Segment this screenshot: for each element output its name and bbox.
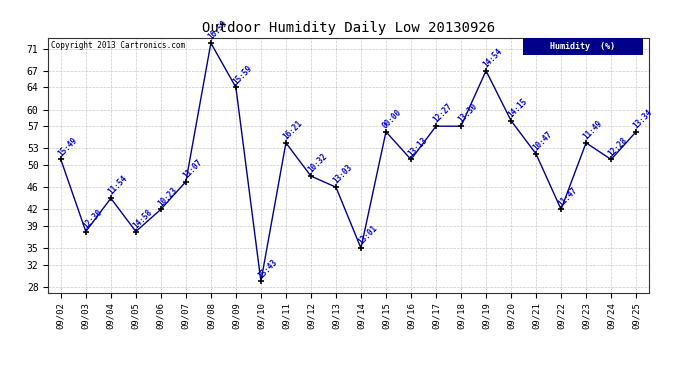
- Text: 11:54: 11:54: [106, 174, 128, 197]
- Text: 12:30: 12:30: [81, 207, 104, 230]
- Text: 14:54: 14:54: [481, 46, 504, 69]
- Text: 12:27: 12:27: [431, 102, 454, 125]
- Text: 10:32: 10:32: [306, 152, 328, 175]
- Text: 00:00: 00:00: [381, 108, 404, 130]
- Text: 14:15: 14:15: [506, 96, 529, 119]
- Text: 11:47: 11:47: [556, 185, 579, 208]
- Text: 15:43: 15:43: [256, 257, 279, 280]
- Text: 16:59: 16:59: [206, 19, 228, 42]
- Text: 13:03: 13:03: [331, 163, 354, 186]
- Text: Copyright 2013 Cartronics.com: Copyright 2013 Cartronics.com: [51, 41, 186, 50]
- Text: 10:23: 10:23: [156, 185, 179, 208]
- Text: 13:30: 13:30: [456, 102, 479, 125]
- Title: Outdoor Humidity Daily Low 20130926: Outdoor Humidity Daily Low 20130926: [202, 21, 495, 35]
- Text: 15:59: 15:59: [231, 63, 254, 86]
- Text: 13:13: 13:13: [406, 135, 428, 158]
- Text: 13:01: 13:01: [356, 224, 379, 247]
- Text: 11:49: 11:49: [581, 119, 604, 141]
- Text: 13:34: 13:34: [631, 108, 654, 130]
- Text: 10:47: 10:47: [531, 130, 554, 153]
- Text: 16:21: 16:21: [281, 119, 304, 141]
- Text: 12:28: 12:28: [606, 135, 629, 158]
- Text: 11:07: 11:07: [181, 158, 204, 180]
- Text: 14:58: 14:58: [131, 207, 154, 230]
- Text: 15:49: 15:49: [56, 135, 79, 158]
